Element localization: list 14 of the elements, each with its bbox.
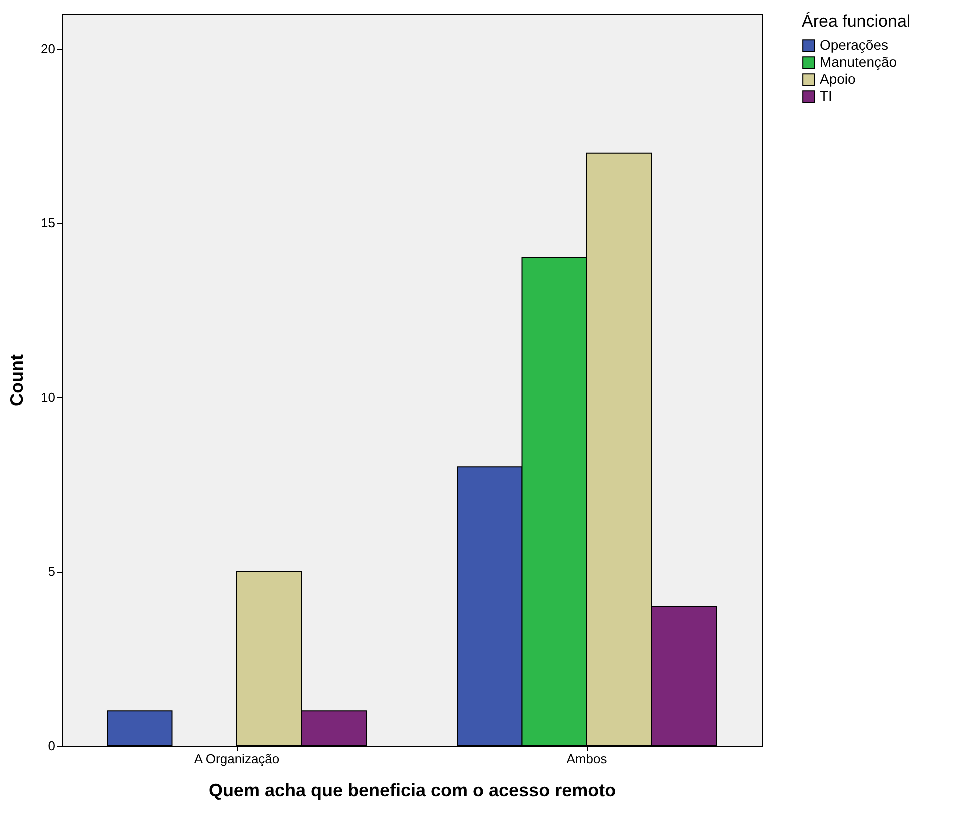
x-tick-label: A Organização bbox=[194, 752, 280, 766]
legend-label: Apoio bbox=[820, 71, 856, 87]
y-tick-label: 5 bbox=[48, 564, 56, 580]
x-tick-label: Ambos bbox=[566, 752, 608, 766]
y-axis-title: Count bbox=[7, 354, 28, 406]
legend-label: Operações bbox=[820, 37, 888, 53]
y-tick-label: 10 bbox=[41, 390, 56, 405]
y-tick-label: 20 bbox=[41, 41, 56, 56]
legend-title: Área funcional bbox=[802, 12, 911, 31]
y-tick-label: 15 bbox=[41, 216, 56, 231]
x-axis-title: Quem acha que beneficia com o acesso remoto bbox=[208, 780, 616, 800]
y-tick-label: 0 bbox=[48, 738, 56, 754]
legend-label: Manutenção bbox=[820, 54, 898, 70]
legend-label: TI bbox=[820, 88, 832, 104]
